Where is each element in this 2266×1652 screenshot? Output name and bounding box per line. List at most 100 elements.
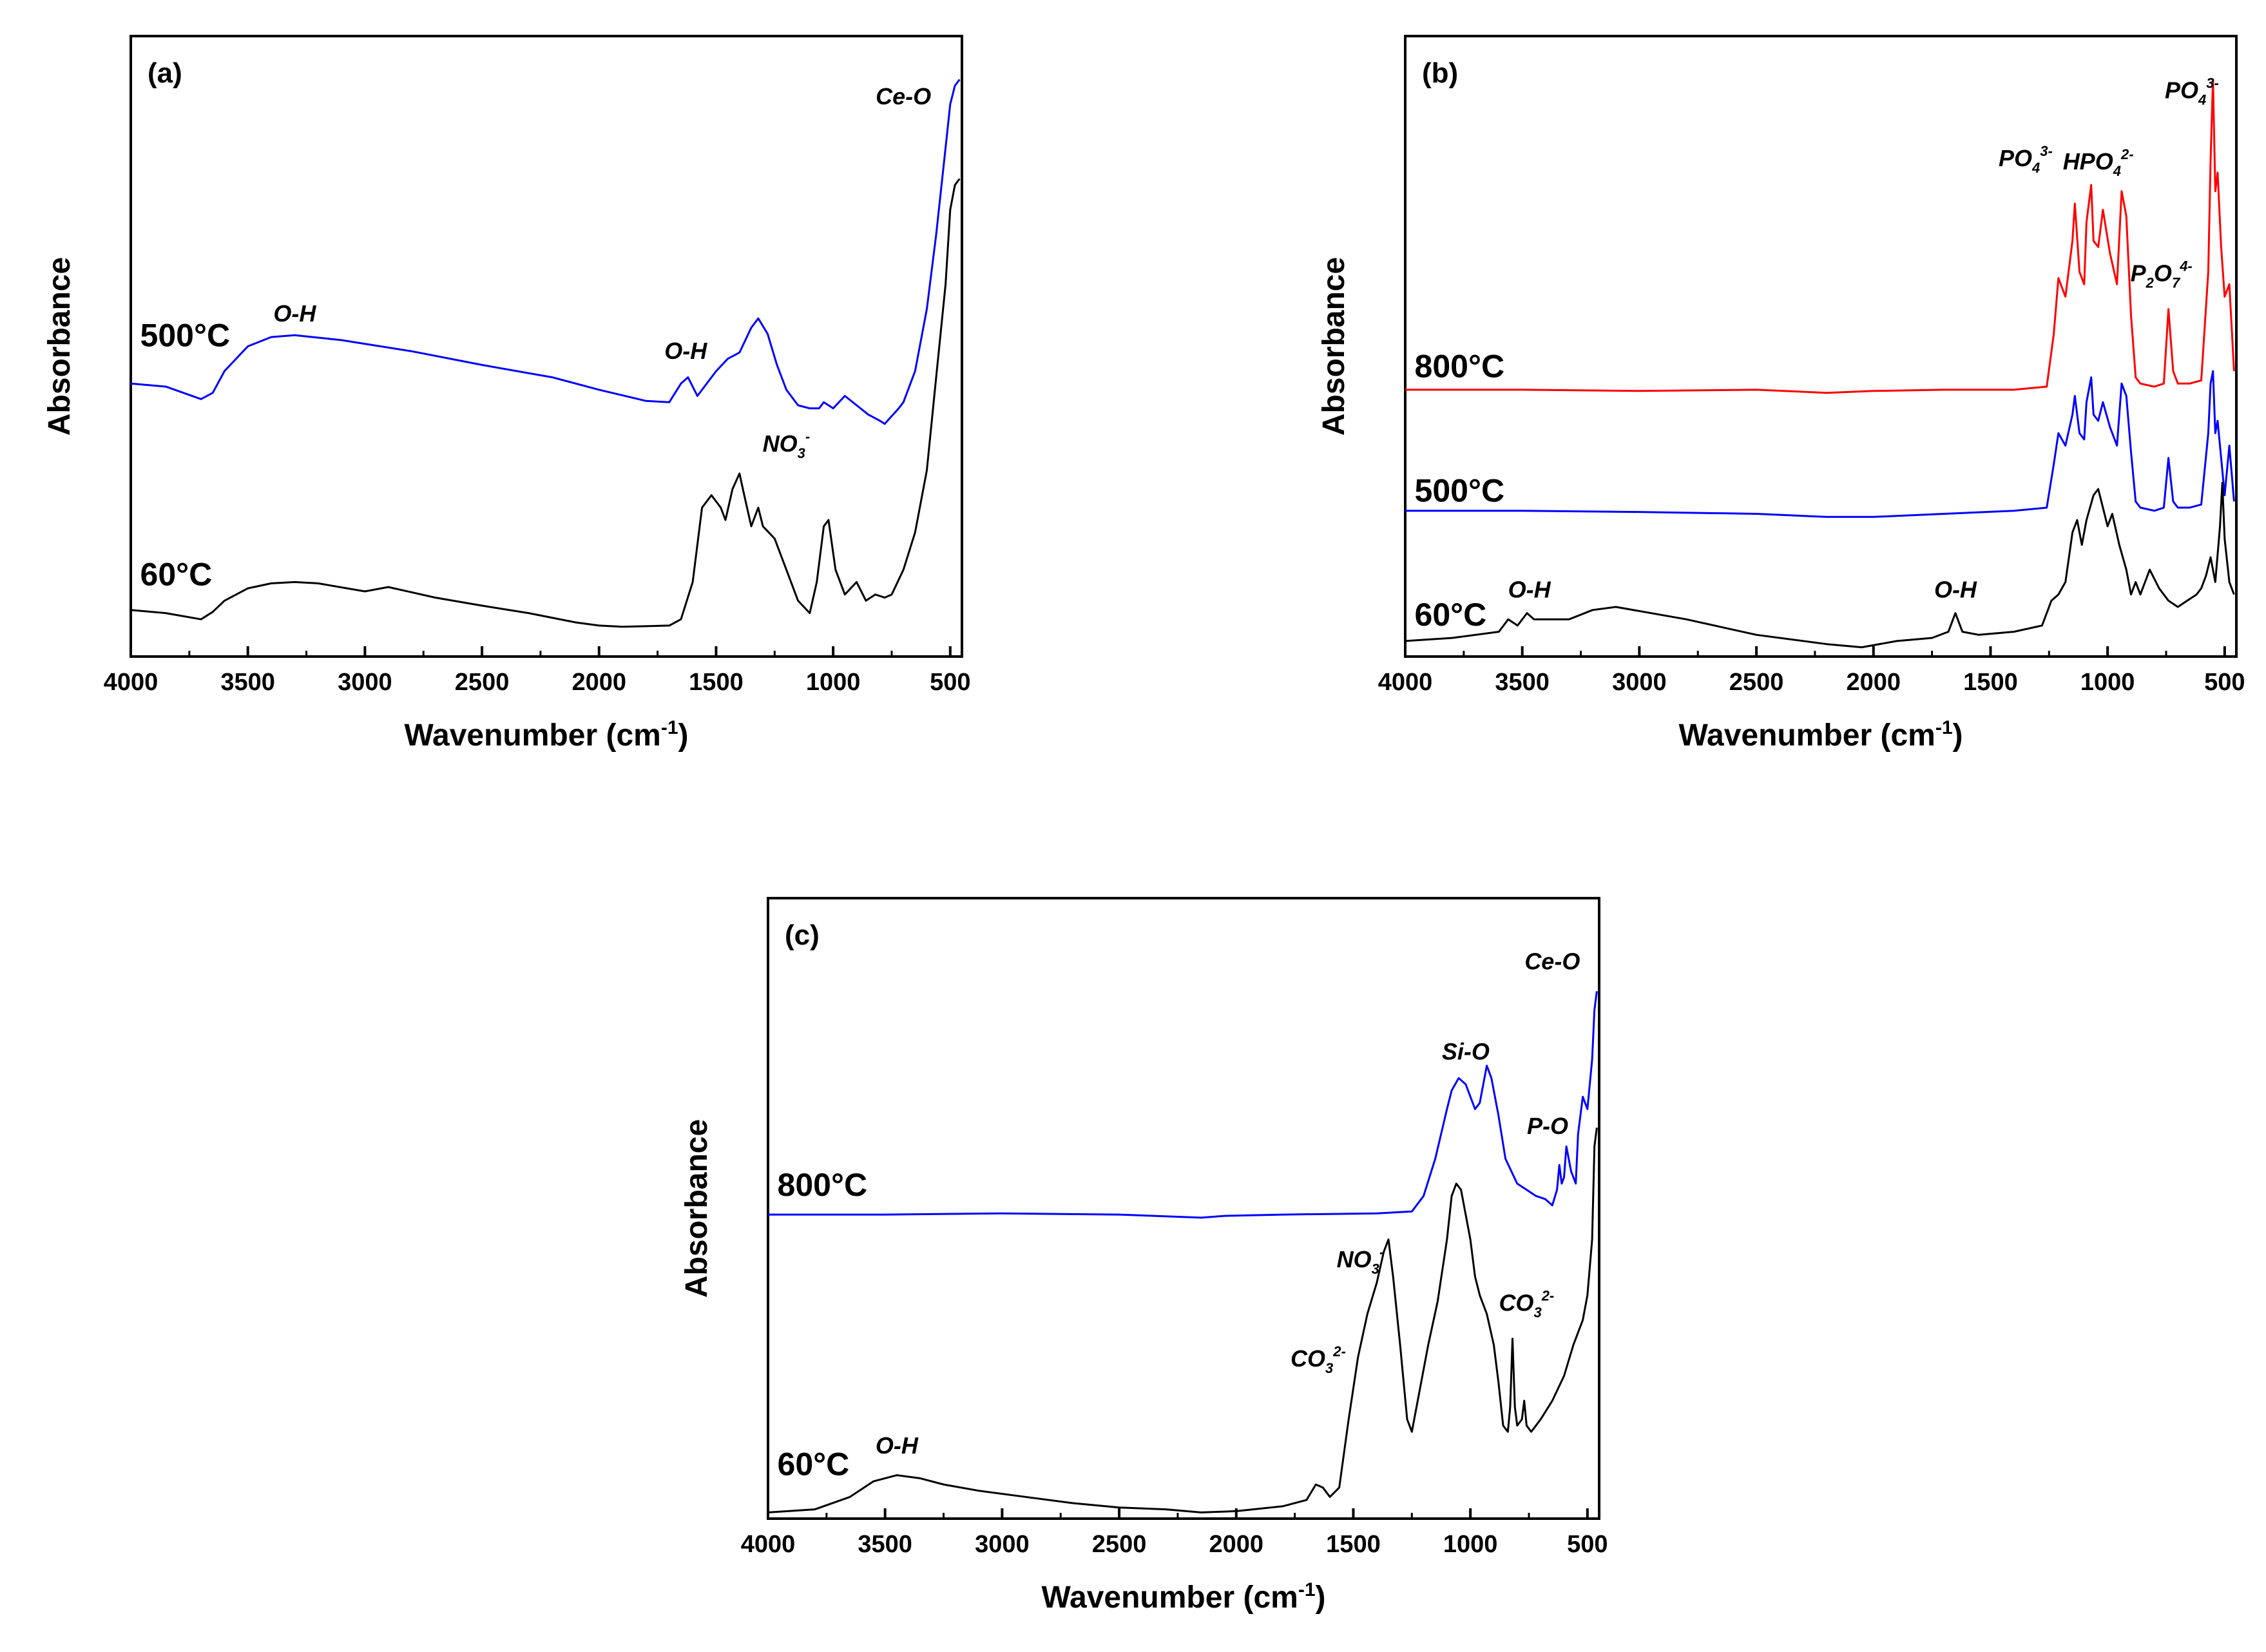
annotation-sup: 2-	[2120, 146, 2134, 162]
annotation-text: PO	[2165, 77, 2198, 103]
series-label: 500°C	[140, 318, 231, 354]
x-tick-label: 2000	[1209, 1531, 1263, 1558]
annotation-text: PO	[1999, 145, 2032, 171]
annotation-text: O-H	[1508, 577, 1551, 603]
x-tick-label: 500	[930, 669, 970, 696]
x-axis-title-end: )	[1953, 718, 1963, 753]
x-tick-label: 1000	[806, 669, 861, 696]
x-tick-label: 2000	[1846, 669, 1901, 696]
x-axis-title: Wavenumber (cm-1)	[405, 717, 689, 753]
series-line-0	[130, 79, 961, 425]
panel-c: 4000 3500 3000 2500 2000 1500 1000 500 Wavenumbe…	[680, 897, 1608, 1615]
annotation-text: Ce-O	[876, 83, 931, 110]
x-tick-label: 2000	[571, 669, 626, 696]
annotation-sub: 2	[2146, 274, 2155, 291]
series-label: 500°C	[1415, 472, 1505, 508]
annotation-sub: 4	[2198, 91, 2206, 108]
peak-annotation: O-H	[1508, 577, 1551, 603]
series-line-0	[768, 991, 1598, 1219]
x-tick-label: 3000	[1612, 669, 1667, 696]
annotation-sub: 4	[2031, 160, 2040, 176]
x-tick-label: 4000	[1378, 669, 1433, 696]
annotation-sup: 2-	[1541, 1287, 1555, 1303]
annotation-text: NO	[763, 430, 798, 457]
peak-annotation: P-O	[1527, 1113, 1568, 1139]
annotation-text: Si-O	[1442, 1038, 1490, 1064]
panel-label: (a)	[148, 57, 182, 89]
annotation-sup: 3-	[2040, 143, 2053, 159]
x-tick-label: 1500	[689, 669, 744, 696]
y-axis-title: Absorbance	[1317, 257, 1351, 436]
peak-annotation: Ce-O	[876, 83, 931, 110]
peak-annotation: CO32-	[1499, 1287, 1554, 1320]
annotation-mid: O	[2154, 260, 2172, 286]
peak-annotation: HPO42-	[2063, 146, 2134, 179]
annotation-sup: 4-	[2179, 258, 2193, 274]
annotation-sub2: 7	[2172, 274, 2181, 291]
x-axis-title-end: )	[1316, 1580, 1326, 1615]
annotation-text: HPO	[2063, 148, 2113, 175]
x-tick-label: 500	[2204, 669, 2245, 696]
peak-annotation: PO43-	[1999, 143, 2053, 176]
annotation-sup: -	[1379, 1244, 1384, 1260]
x-tick-label: 2500	[1729, 669, 1784, 696]
peak-annotation: O-H	[1934, 577, 1977, 603]
panel-a: 4000 3500 3000 2500 2000 1500 1000 500 Wavenumbe…	[43, 35, 971, 753]
x-tick-label: 4000	[104, 669, 158, 696]
series-line-0	[1405, 78, 2235, 394]
peak-annotation: Si-O	[1442, 1038, 1490, 1064]
annotation-text: P-O	[1527, 1113, 1568, 1139]
annotation-text: NO	[1337, 1246, 1372, 1273]
annotation-text: P	[2131, 260, 2147, 286]
annotation-text: CO	[1499, 1289, 1533, 1316]
x-tick-label: 1500	[1963, 669, 2018, 696]
x-axis-title-main: Wavenumber (cm	[405, 718, 661, 753]
annotation-sub: 3	[1533, 1304, 1541, 1320]
panel-label: (c)	[785, 919, 820, 951]
x-axis-title-main: Wavenumber (cm	[1679, 718, 1935, 753]
annotation-text: O-H	[273, 300, 316, 327]
x-tick-label: 1000	[1443, 1531, 1498, 1558]
annotation-text: O-H	[1934, 577, 1977, 603]
annotation-text: CO	[1291, 1345, 1325, 1372]
x-tick-label: 3500	[1495, 669, 1550, 696]
peak-annotation: PO43-	[2165, 75, 2219, 108]
x-axis-title-sup: -1	[1298, 1579, 1316, 1600]
x-tick-label: 2500	[455, 669, 510, 696]
x-axis-title-sup: -1	[661, 717, 678, 738]
plot-frame	[1404, 35, 2238, 658]
series-label: 60°C	[778, 1446, 850, 1483]
x-tick-label: 3500	[220, 669, 275, 696]
series-label: 60°C	[1415, 597, 1487, 633]
x-axis-title-end: )	[678, 718, 689, 753]
x-tick-label: 3500	[858, 1531, 912, 1558]
series-label: 800°C	[778, 1167, 868, 1203]
peak-annotation: NO3-	[763, 428, 811, 461]
panel-b: 4000 3500 3000 2500 2000 1500 1000 500 Wavenumbe…	[1317, 35, 2245, 753]
series-line-1	[767, 1128, 1598, 1513]
peak-annotation: O-H	[664, 338, 707, 364]
annotation-sub: 3	[1325, 1360, 1333, 1376]
peak-annotation: CO32-	[1291, 1343, 1346, 1376]
x-axis-title-sup: -1	[1935, 717, 1953, 738]
x-tick-label: 1500	[1326, 1531, 1381, 1558]
annotation-sup: 3-	[2206, 75, 2219, 91]
x-tick-label: 3000	[338, 669, 392, 696]
y-axis-title: Absorbance	[680, 1119, 714, 1298]
series-line-1	[1405, 370, 2235, 518]
series-line-1	[130, 178, 961, 628]
annotation-text: O-H	[664, 338, 707, 364]
plot-frame	[767, 897, 1600, 1520]
x-tick-label: 4000	[741, 1531, 796, 1558]
y-axis-title: Absorbance	[43, 257, 77, 436]
peak-annotation: O-H	[876, 1432, 919, 1459]
x-tick-label: 1000	[2080, 669, 2135, 696]
x-axis-title-main: Wavenumber (cm	[1042, 1580, 1298, 1615]
x-tick-label: 3000	[975, 1531, 1030, 1558]
annotation-sub: 4	[2113, 163, 2121, 179]
peak-annotation: O-H	[273, 300, 316, 327]
peak-annotation: Ce-O	[1524, 948, 1580, 975]
peak-annotation: P2O74-	[2131, 258, 2193, 291]
